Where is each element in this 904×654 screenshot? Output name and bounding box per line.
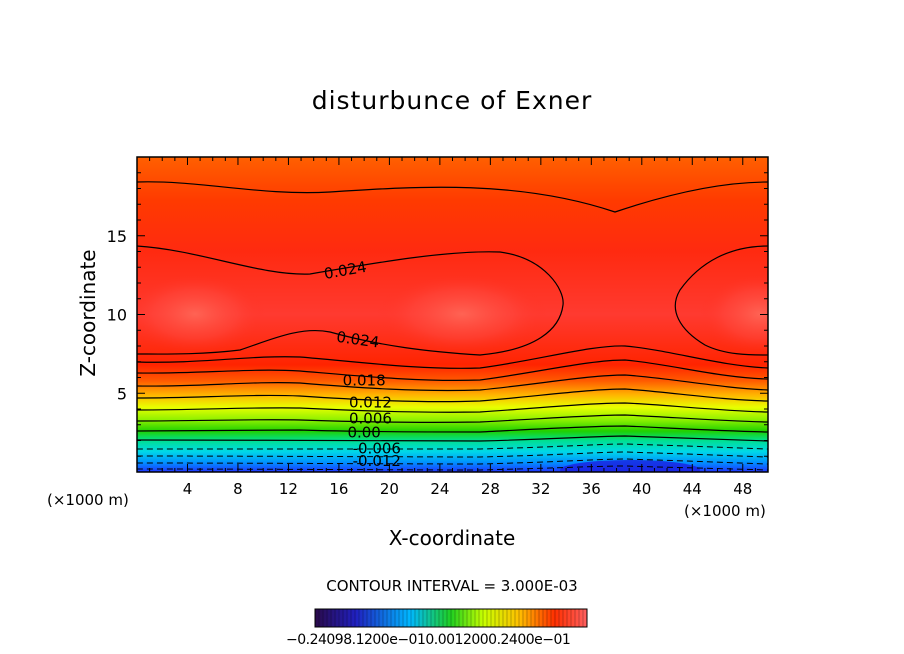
contour-line-neg-012	[137, 465, 768, 471]
x-axis-unit-right: (×1000 m)	[684, 502, 766, 520]
x-tick-label: 28	[481, 480, 500, 498]
contour-lines	[137, 181, 768, 442]
contour-label: -0.006	[353, 439, 401, 457]
core-blob-left	[137, 274, 265, 354]
contour-line-neg-009	[137, 458, 768, 465]
contour-line-neg-003	[137, 443, 768, 450]
x-tick-label: 32	[531, 480, 550, 498]
core-blob-center	[377, 274, 547, 354]
x-tick-label: 4	[183, 480, 193, 498]
contour-line-012	[137, 388, 768, 403]
contour-label: 0.006	[349, 409, 392, 427]
core-blob-right	[700, 274, 768, 354]
x-tick-label: 24	[430, 480, 449, 498]
low-blob	[560, 460, 700, 472]
colorbar-ticks	[314, 609, 588, 627]
x-tick-label: 20	[380, 480, 399, 498]
contour-lines-negative	[137, 443, 768, 471]
x-tick-label: 16	[329, 480, 348, 498]
contour-label: -0.012	[353, 452, 401, 470]
y-tick-label: 5	[117, 384, 127, 403]
contour-label: 0.024	[335, 328, 380, 352]
contour-line-neg-006	[137, 451, 768, 458]
x-tick-label: 48	[733, 480, 752, 498]
contour-interval: CONTOUR INTERVAL = 3.000E-03	[326, 577, 578, 595]
contour-line-top	[137, 181, 768, 213]
y-axis-label: Z-coordinate	[76, 249, 100, 377]
y-tick-label: 10	[107, 306, 127, 325]
contour-label: 0.00	[347, 424, 380, 442]
x-tick-label: 8	[233, 480, 243, 498]
contour-line-021	[137, 345, 768, 369]
y-tick-label: 15	[107, 227, 127, 246]
contour-line-right-024	[674, 245, 768, 356]
x-tick-label: 40	[632, 480, 651, 498]
contour-line-006	[137, 414, 768, 423]
x-axis-label: X-coordinate	[388, 526, 516, 550]
colorbar-labels: −0.24098.1200e−010.0012000.2400e−01	[286, 632, 571, 648]
chart-title: disturbunce of Exner	[311, 86, 593, 115]
x-tick-label: 36	[582, 480, 601, 498]
contour-line-018	[137, 359, 768, 381]
contour-line-009	[137, 402, 768, 413]
contour-label: 0.018	[343, 372, 386, 390]
contour-line-upper-024	[137, 245, 564, 356]
x-tick-label: 44	[683, 480, 702, 498]
x-tick-label: 12	[279, 480, 298, 498]
contour-line-000	[137, 435, 768, 442]
contour-line-015	[137, 374, 768, 392]
contour-label: 0.012	[349, 394, 392, 412]
x-axis-unit-left: (×1000 m)	[47, 491, 129, 509]
contour-line-003	[137, 425, 768, 433]
